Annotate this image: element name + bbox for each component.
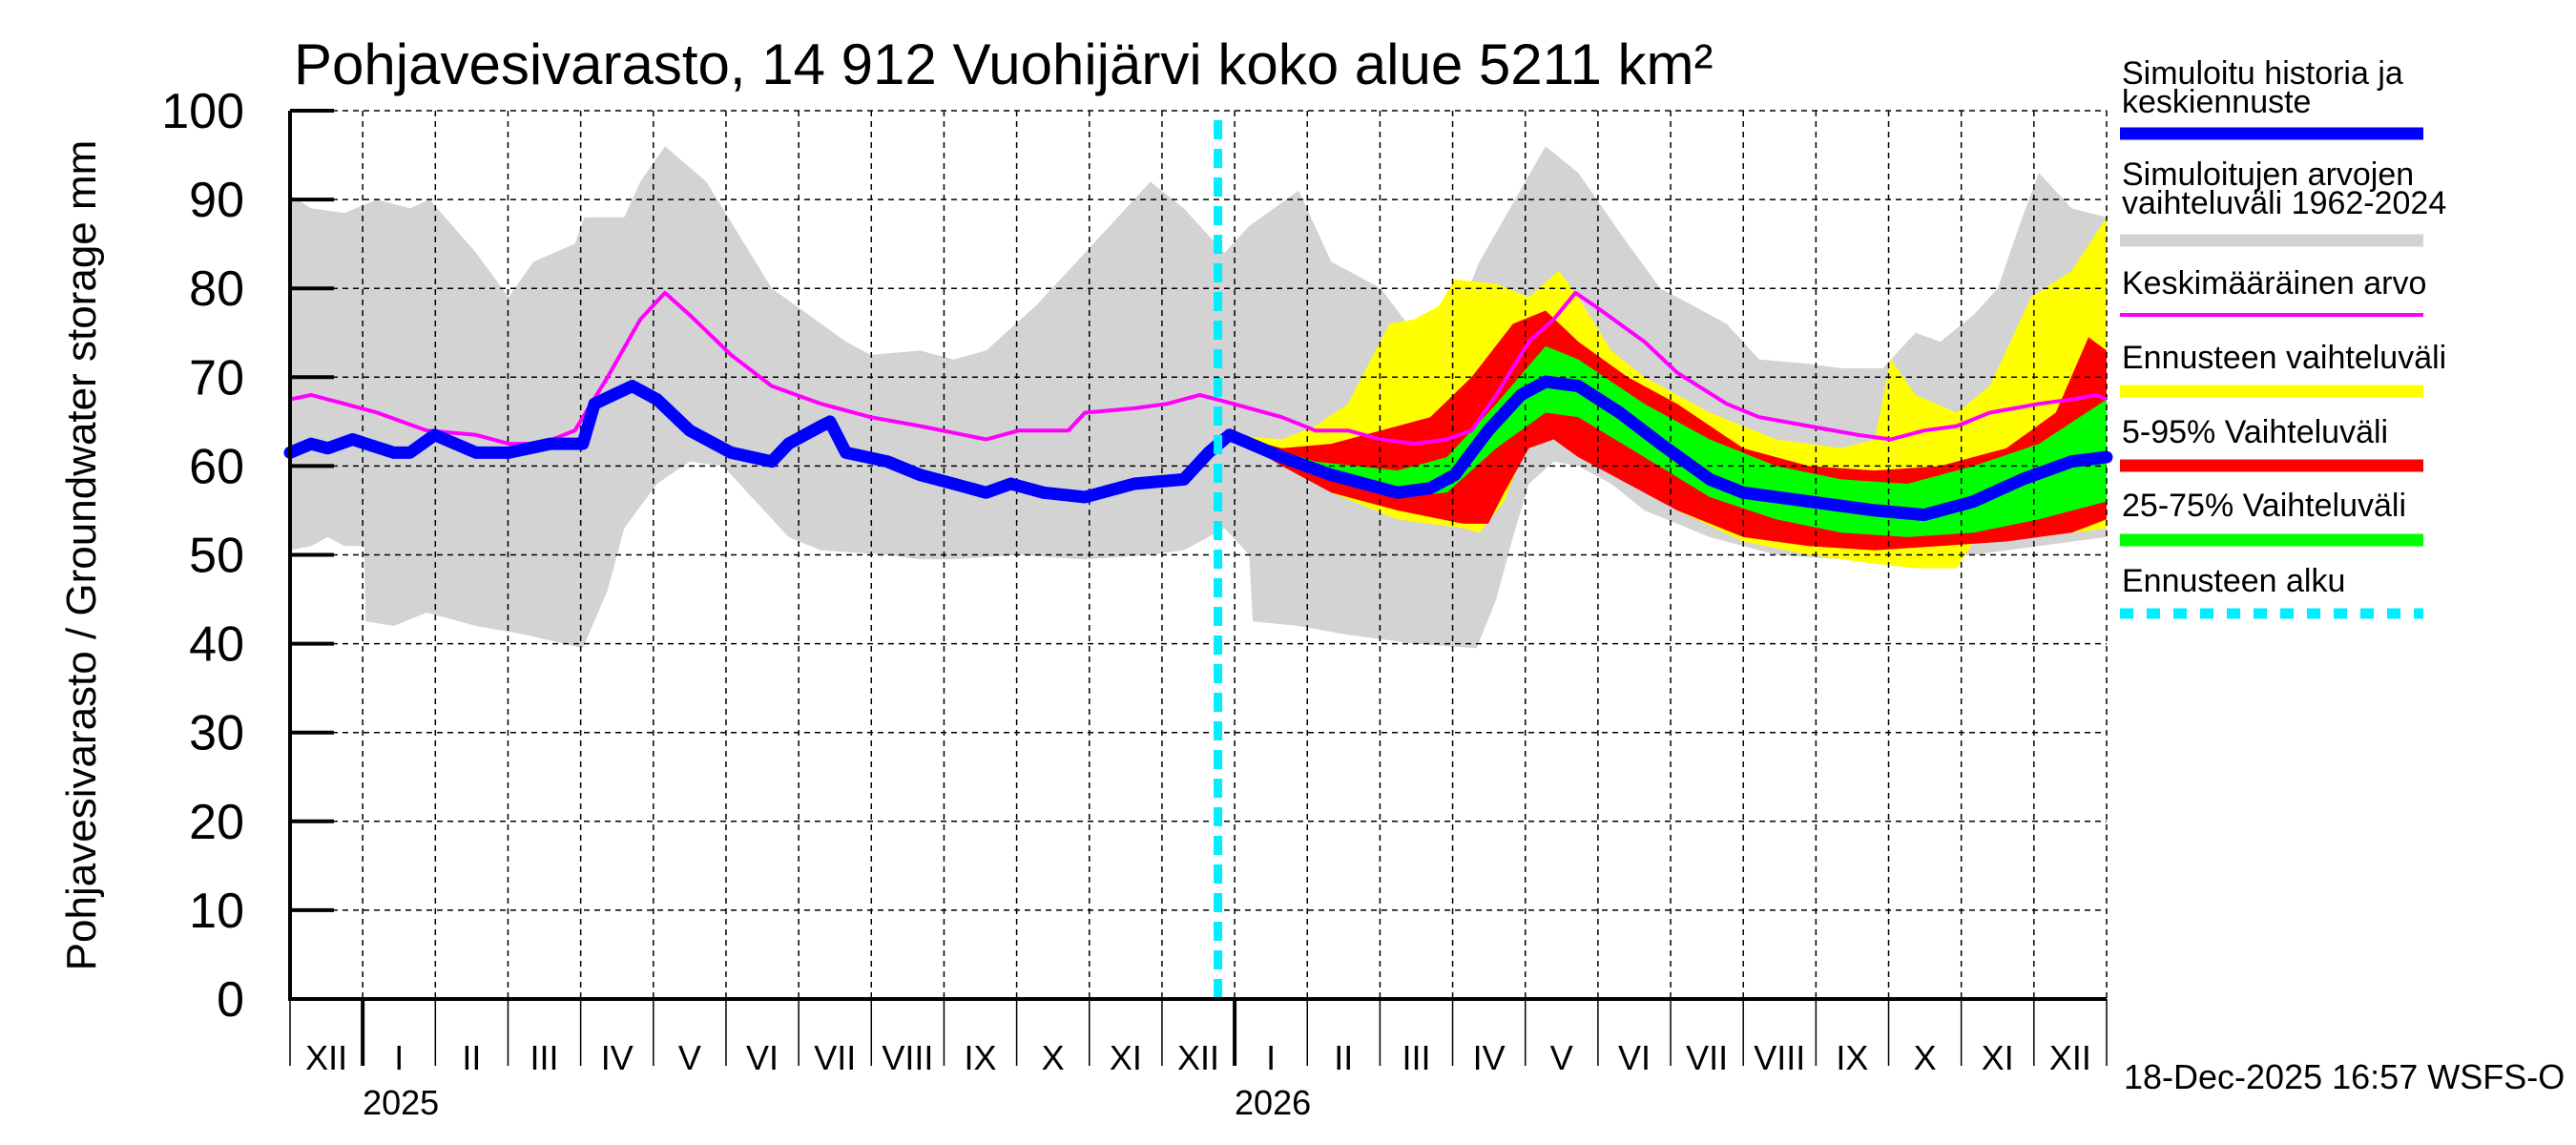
- legend-item-forecast_range: Ennusteen vaihteluväli: [2120, 340, 2446, 398]
- month-label: II: [462, 1038, 481, 1077]
- month-label: IV: [601, 1038, 634, 1077]
- month-label: X: [1042, 1038, 1065, 1077]
- month-label: IX: [965, 1038, 997, 1077]
- month-label: I: [394, 1038, 404, 1077]
- month-label: IV: [1473, 1038, 1506, 1077]
- legend-label: 25-75% Vaihteluväli: [2122, 488, 2406, 524]
- y-tick-label: 10: [189, 884, 244, 939]
- month-label: X: [1914, 1038, 1937, 1077]
- series-median-line: [283, 375, 2113, 522]
- legend-label: Ennusteen alku: [2122, 563, 2345, 599]
- y-tick-label: 0: [217, 972, 244, 1028]
- legend: Simuloitu historia ja keskiennuste Simuloi…: [2120, 55, 2446, 619]
- legend-item-p5_95: 5-95% Vaihteluväli: [2120, 414, 2423, 472]
- y-tick-label: 70: [189, 350, 244, 406]
- month-label: VIII: [1754, 1038, 1805, 1077]
- y-tick-label: 30: [189, 706, 244, 761]
- month-label: VI: [746, 1038, 779, 1077]
- band-25-75: [1229, 345, 2107, 537]
- legend-item-median: Simuloitu historia ja keskiennuste: [2120, 55, 2423, 140]
- month-label: XII: [1177, 1038, 1219, 1077]
- year-label: 2025: [363, 1083, 439, 1122]
- axes-layer: [288, 109, 2108, 1066]
- month-label: XII: [2049, 1038, 2091, 1077]
- legend-item-p25_75: 25-75% Vaihteluväli: [2120, 488, 2423, 547]
- y-tick-label: 20: [189, 795, 244, 850]
- month-label: V: [678, 1038, 701, 1077]
- y-tick-label: 100: [161, 84, 244, 139]
- month-label: XII: [305, 1038, 347, 1077]
- legend-item-forecast_start: Ennusteen alku: [2120, 563, 2423, 619]
- y-tick-label: 80: [189, 261, 244, 317]
- month-label: IX: [1836, 1038, 1868, 1077]
- legend-item-mean: Keskimääräinen arvo: [2120, 265, 2426, 317]
- legend-label: 5-95% Vaihteluväli: [2122, 414, 2388, 450]
- month-label: XI: [1110, 1038, 1142, 1077]
- y-tick-label: 40: [189, 617, 244, 673]
- month-label: III: [1402, 1038, 1430, 1077]
- legend-label: Simuloitujen arvojen vaihteluväli 1962-20…: [2122, 156, 2446, 221]
- month-label: III: [530, 1038, 559, 1077]
- y-tick-label: 60: [189, 439, 244, 494]
- legend-label: Keskimääräinen arvo: [2122, 265, 2426, 302]
- month-label: XI: [1982, 1038, 2014, 1077]
- legend-item-hist_range: Simuloitujen arvojen vaihteluväli 1962-20…: [2120, 156, 2446, 247]
- month-label: VII: [1686, 1038, 1728, 1077]
- month-label: V: [1550, 1038, 1573, 1077]
- month-label: VIII: [882, 1038, 933, 1077]
- y-tick-label: 50: [189, 529, 244, 584]
- legend-label: Ennusteen vaihteluväli: [2122, 340, 2446, 376]
- grid-layer: [290, 110, 2108, 999]
- month-label: VII: [814, 1038, 856, 1077]
- y-tick-label: 90: [189, 173, 244, 228]
- month-label: I: [1266, 1038, 1276, 1077]
- year-label: 2026: [1235, 1083, 1311, 1122]
- chart-title: Pohjavesivarasto, 14 912 Vuohijärvi koko…: [294, 32, 1714, 96]
- y-axis-label: Pohjavesivarasto / Groundwater storage m…: [58, 140, 105, 971]
- month-label: VI: [1618, 1038, 1651, 1077]
- legend-label: Simuloitu historia ja keskiennuste: [2122, 55, 2403, 120]
- timestamp: 18-Dec-2025 16:57 WSFS-O: [2124, 1057, 2565, 1096]
- lines-layer: [283, 120, 2113, 999]
- month-label: II: [1334, 1038, 1353, 1077]
